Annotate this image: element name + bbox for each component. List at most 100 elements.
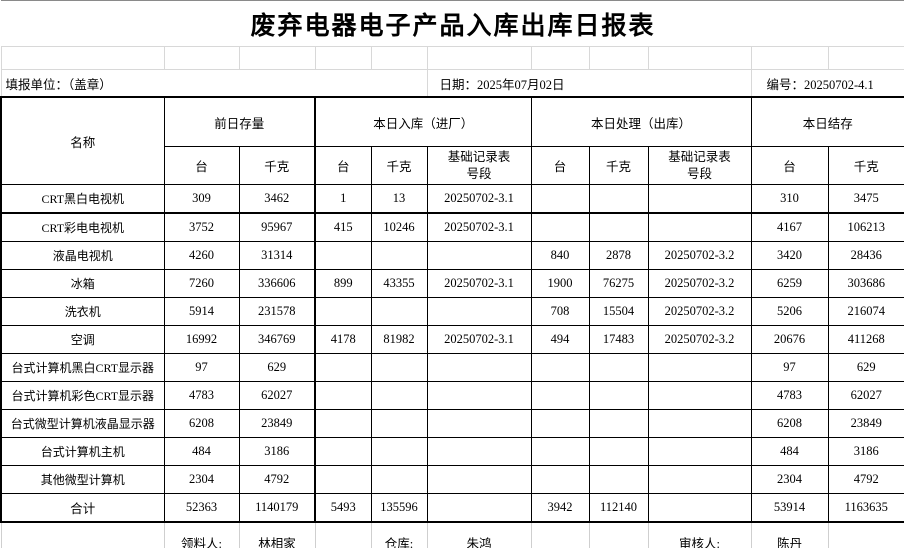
prev-kg-cell: 336606 <box>238 269 316 298</box>
header-balance-group: 本日结存 <box>750 96 904 147</box>
table-row: 其他微型计算机 2304 4792 2304 4792 <box>0 465 904 494</box>
bal-kg-cell: 411268 <box>827 325 904 354</box>
in-record-cell <box>426 297 532 326</box>
bal-units-cell: 6259 <box>750 269 829 298</box>
out-kg-cell <box>588 437 649 466</box>
table-row: CRT黑白电视机 309 3462 1 13 20250702-3.1 310 … <box>0 184 904 214</box>
in-kg-cell <box>370 353 428 382</box>
product-name-cell: 空调 <box>0 325 165 354</box>
prev-units-cell: 6208 <box>163 409 240 438</box>
out-record-cell <box>647 212 752 242</box>
in-units-cell <box>314 381 372 410</box>
out-kg-cell <box>588 212 649 242</box>
header-in-record: 基础记录表 号段 <box>426 146 532 185</box>
warehouse-keeper-name: 朱鸿 <box>426 521 532 548</box>
product-name-cell: CRT黑白电视机 <box>0 184 165 214</box>
out-kg-cell: 17483 <box>588 325 649 354</box>
out-record-cell <box>647 184 752 214</box>
in-units-cell <box>314 297 372 326</box>
in-units-cell <box>314 465 372 494</box>
header-out-record: 基础记录表 号段 <box>647 146 752 185</box>
header-bal-units: 台 <box>750 146 829 185</box>
out-units-cell <box>530 184 590 214</box>
prev-units-cell: 4783 <box>163 381 240 410</box>
in-units-cell: 1 <box>314 184 372 214</box>
table-row: 冰箱 7260 336606 899 43355 20250702-3.1 19… <box>0 269 904 298</box>
bal-kg-cell: 28436 <box>827 241 904 270</box>
empty-cell <box>0 46 165 70</box>
warehouse-label: 仓库: <box>370 521 428 548</box>
out-kg-cell: 2878 <box>588 241 649 270</box>
header-prev-stock-group: 前日存量 <box>163 96 316 147</box>
prev-units-cell: 2304 <box>163 465 240 494</box>
spacer-row <box>0 46 904 70</box>
out-kg-cell: 76275 <box>588 269 649 298</box>
in-units-cell: 415 <box>314 212 372 242</box>
in-record-cell <box>426 437 532 466</box>
out-record-cell <box>647 437 752 466</box>
header-prev-units: 台 <box>163 146 240 185</box>
empty-cell <box>750 46 829 70</box>
in-kg-cell <box>370 465 428 494</box>
header-outbound-group: 本日处理（出库） <box>530 96 752 147</box>
prev-units-cell: 309 <box>163 184 240 214</box>
in-record-cell: 20250702-3.1 <box>426 325 532 354</box>
page-title: 废弃电器电子产品入库出库日报表 <box>1 0 904 47</box>
in-kg-cell <box>370 437 428 466</box>
prev-units-cell: 16992 <box>163 325 240 354</box>
signature-row: 领料人: 林相家 仓库: 朱鸿 审核人: 陈丹 <box>0 521 904 548</box>
prev-kg-cell: 62027 <box>238 381 316 410</box>
header-inbound-group: 本日入库（进厂） <box>314 96 532 147</box>
empty-cell <box>827 521 904 548</box>
total-in-kg: 135596 <box>370 493 428 523</box>
header-bal-kg: 千克 <box>827 146 904 185</box>
prev-kg-cell: 4792 <box>238 465 316 494</box>
out-units-cell: 708 <box>530 297 590 326</box>
bal-units-cell: 484 <box>750 437 829 466</box>
product-name-cell: 冰箱 <box>0 269 165 298</box>
product-name-cell: 台式计算机彩色CRT显示器 <box>0 381 165 410</box>
out-record-cell: 20250702-3.2 <box>647 297 752 326</box>
reporting-unit-label: 填报单位：（盖章） <box>0 69 428 98</box>
header-out-kg: 千克 <box>588 146 649 185</box>
out-kg-cell <box>588 381 649 410</box>
empty-cell <box>426 46 532 70</box>
report-date: 日期：2025年07月02日 <box>426 69 752 98</box>
out-units-cell <box>530 381 590 410</box>
empty-cell <box>370 46 428 70</box>
in-record-cell <box>426 465 532 494</box>
in-record-cell <box>426 241 532 270</box>
bal-units-cell: 97 <box>750 353 829 382</box>
empty-cell <box>238 46 316 70</box>
out-units-cell <box>530 353 590 382</box>
title-row: 废弃电器电子产品入库出库日报表 <box>1 0 904 47</box>
in-units-cell <box>314 409 372 438</box>
out-record-cell <box>647 465 752 494</box>
empty-cell <box>0 521 165 548</box>
total-out-kg: 112140 <box>588 493 649 523</box>
prev-units-cell: 97 <box>163 353 240 382</box>
total-in-record <box>426 493 532 523</box>
prev-units-cell: 4260 <box>163 241 240 270</box>
empty-cell <box>588 521 649 548</box>
in-units-cell <box>314 437 372 466</box>
product-name-cell: 液晶电视机 <box>0 241 165 270</box>
out-units-cell <box>530 212 590 242</box>
prev-kg-cell: 3186 <box>238 437 316 466</box>
bal-kg-cell: 3475 <box>827 184 904 214</box>
header-sub-row: 台 千克 台 千克 基础记录表 号段 台 千克 基础记录表 号段 台 千克 <box>1 146 904 185</box>
header-out-units: 台 <box>530 146 590 185</box>
product-name-cell: 台式微型计算机液晶显示器 <box>0 409 165 438</box>
out-kg-cell <box>588 465 649 494</box>
bal-units-cell: 4783 <box>750 381 829 410</box>
in-kg-cell <box>370 297 428 326</box>
prev-kg-cell: 31314 <box>238 241 316 270</box>
bal-units-cell: 4167 <box>750 212 829 242</box>
bal-units-cell: 2304 <box>750 465 829 494</box>
header-in-kg: 千克 <box>370 146 428 185</box>
table-row: 台式计算机主机 484 3186 484 3186 <box>0 437 904 466</box>
table-row: 台式计算机彩色CRT显示器 4783 62027 4783 62027 <box>0 381 904 410</box>
prev-kg-cell: 346769 <box>238 325 316 354</box>
material-picker-name: 林相家 <box>238 521 316 548</box>
